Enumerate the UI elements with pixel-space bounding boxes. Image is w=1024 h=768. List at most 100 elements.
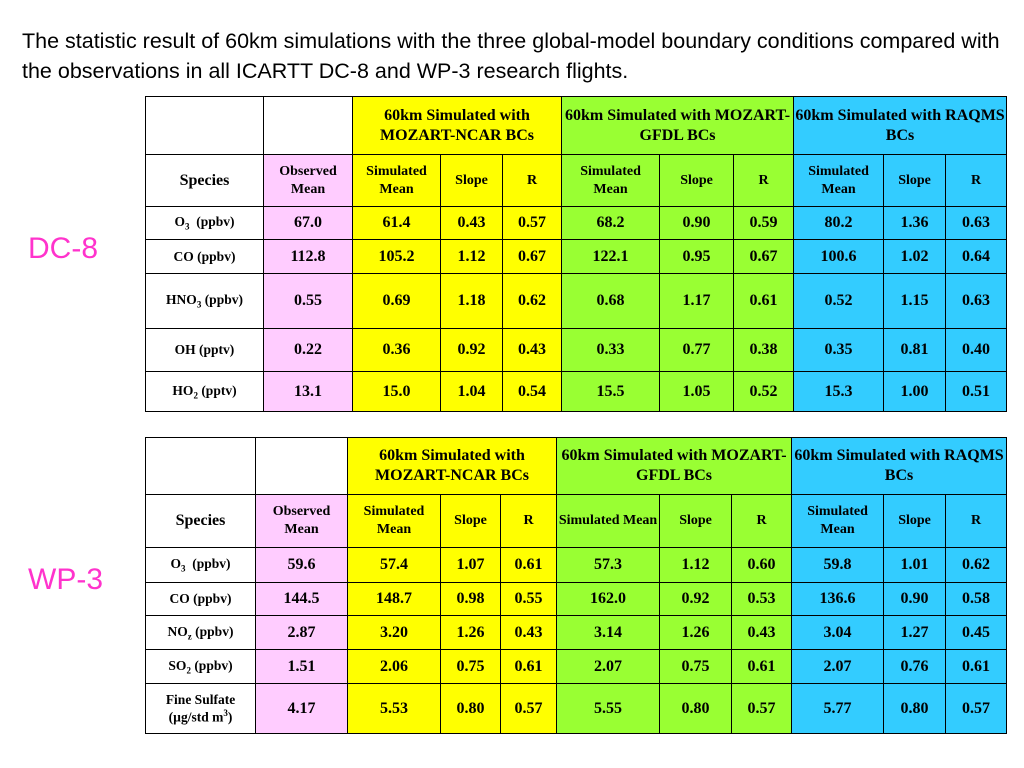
raqms-simulated-mean-cell: 59.8 — [791, 547, 885, 583]
table-row: O3 (ppbv) 59.6 57.4 1.07 0.61 57.3 1.12 0.60 59.… — [145, 547, 1008, 583]
species-subscript: 3 — [181, 563, 186, 574]
group-header-raqms: 60km Simulated with RAQMS BCs — [793, 96, 1008, 155]
ncar-r-cell: 0.57 — [499, 683, 558, 734]
slope-header: Slope — [440, 154, 503, 207]
species-name: Fine Sulfate — [165, 691, 236, 707]
observed-mean-cell: 2.87 — [255, 615, 348, 650]
raqms-simulated-mean-cell: 136.6 — [791, 582, 885, 616]
ncar-r-cell: 0.55 — [499, 582, 558, 616]
raqms-simulated-mean-cell: 100.6 — [793, 239, 885, 274]
species-name: CO (ppbv) — [173, 248, 236, 264]
species-unit: (ppbv) — [185, 556, 231, 572]
blank-header-cell — [255, 437, 348, 495]
species-subscript: 2 — [186, 665, 191, 676]
ncar-simulated-mean-cell: 57.4 — [347, 547, 441, 583]
ncar-r-cell: 0.57 — [501, 206, 563, 240]
observed-mean-header: Observed Mean — [255, 494, 348, 548]
table-row: CO (ppbv) 144.5 148.7 0.98 0.55 162.0 0.92 0.53… — [145, 582, 1008, 616]
ncar-slope-cell: 0.92 — [440, 328, 503, 372]
raqms-r-cell: 0.64 — [945, 239, 1008, 274]
species-subscript: z — [187, 631, 192, 642]
observed-mean-cell: 4.17 — [255, 683, 348, 734]
species-unit: (ppbv) — [190, 657, 233, 673]
observed-mean-cell: 13.1 — [263, 371, 353, 412]
raqms-simulated-mean-cell: 2.07 — [791, 649, 885, 684]
gfdl-simulated-mean-cell: 15.5 — [561, 371, 661, 412]
dc8-label: DC-8 — [28, 232, 99, 265]
group-header-gfdl: 60km Simulated with MOZART-GFDL BCs — [561, 96, 795, 155]
species-subscript: 3 — [185, 221, 190, 232]
ncar-simulated-mean-cell: 15.0 — [352, 371, 441, 412]
gfdl-simulated-mean-cell: 57.3 — [556, 547, 661, 583]
species-cell: SO2 (ppbv) — [145, 649, 256, 684]
r-header: R — [945, 494, 1008, 548]
gfdl-simulated-mean-cell: 162.0 — [556, 582, 661, 616]
r-header: R — [945, 154, 1008, 207]
species-name: CO (ppbv) — [169, 591, 232, 606]
ncar-r-cell: 0.62 — [501, 273, 563, 329]
gfdl-r-cell: 0.53 — [731, 582, 793, 616]
gfdl-slope-cell: 0.80 — [659, 683, 733, 734]
group-header-ncar: 60km Simulated with MOZART-NCAR BCs — [346, 437, 558, 495]
ncar-simulated-mean-cell: 61.4 — [352, 206, 441, 240]
ncar-slope-cell: 0.43 — [440, 206, 503, 240]
raqms-slope-cell: 0.90 — [883, 582, 947, 616]
species-cell: CO (ppbv) — [145, 582, 256, 616]
gfdl-slope-cell: 1.26 — [659, 615, 733, 650]
gfdl-slope-cell: 0.92 — [659, 582, 733, 616]
ncar-r-cell: 0.43 — [501, 328, 563, 372]
gfdl-r-cell: 0.61 — [733, 273, 795, 329]
species-cell: O3 (ppbv) — [145, 547, 256, 583]
observed-mean-cell: 67.0 — [263, 206, 353, 240]
gfdl-r-cell: 0.60 — [731, 547, 793, 583]
gfdl-r-cell: 0.61 — [731, 649, 793, 684]
raqms-r-cell: 0.45 — [945, 615, 1008, 650]
blank-header-cell — [145, 437, 256, 495]
group-header-gfdl: 60km Simulated with MOZART-GFDL BCs — [556, 437, 793, 495]
raqms-r-cell: 0.63 — [945, 206, 1008, 240]
raqms-simulated-mean-cell: 0.52 — [793, 273, 885, 329]
gfdl-simulated-mean-cell: 5.55 — [556, 683, 661, 734]
group-header-raqms: 60km Simulated with RAQMS BCs — [791, 437, 1008, 495]
species-unit: (ppbv) — [189, 214, 235, 230]
raqms-simulated-mean-cell: 5.77 — [791, 683, 885, 734]
raqms-slope-cell: 0.80 — [883, 683, 947, 734]
ncar-slope-cell: 1.04 — [440, 371, 503, 412]
species-header: Species — [145, 154, 264, 207]
species-unit: (µg/std m — [168, 709, 224, 725]
species-name: SO — [168, 657, 187, 673]
ncar-simulated-mean-cell: 2.06 — [347, 649, 441, 684]
ncar-r-cell: 0.61 — [499, 649, 558, 684]
slope-header: Slope — [659, 494, 733, 548]
species-superscript: 3 — [223, 707, 228, 718]
slope-header: Slope — [440, 494, 501, 548]
species-subscript: 2 — [193, 390, 198, 401]
observed-mean-cell: 112.8 — [263, 239, 353, 274]
raqms-r-cell: 0.63 — [945, 273, 1008, 329]
observed-mean-cell: 59.6 — [255, 547, 348, 583]
ncar-slope-cell: 1.07 — [440, 547, 501, 583]
ncar-simulated-mean-cell: 0.69 — [352, 273, 441, 329]
wp3-stats-table: 60km Simulated with MOZART-NCAR BCs 60km… — [145, 437, 1008, 734]
simulated-mean-header: Simulated Mean — [561, 154, 661, 207]
species-unit: (ppbv) — [191, 623, 234, 639]
group-header-ncar: 60km Simulated with MOZART-NCAR BCs — [351, 96, 563, 155]
species-name: HO — [172, 382, 194, 398]
gfdl-simulated-mean-cell: 0.33 — [561, 328, 661, 372]
gfdl-r-cell: 0.57 — [731, 683, 793, 734]
ncar-simulated-mean-cell: 148.7 — [347, 582, 441, 616]
species-cell: NOz (ppbv) — [145, 615, 256, 650]
species-name: OH (pptv) — [174, 342, 235, 357]
raqms-slope-cell: 1.01 — [883, 547, 947, 583]
table-row: HNO3 (ppbv) 0.55 0.69 1.18 0.62 0.68 1.17 0.61 0… — [145, 273, 1008, 329]
blank-header-cell — [145, 96, 264, 155]
ncar-r-cell: 0.67 — [501, 239, 563, 274]
gfdl-slope-cell: 0.75 — [659, 649, 733, 684]
gfdl-r-cell: 0.59 — [733, 206, 795, 240]
species-cell: HNO3 (ppbv) — [145, 273, 264, 329]
ncar-slope-cell: 0.75 — [440, 649, 501, 684]
gfdl-r-cell: 0.43 — [731, 615, 793, 650]
ncar-simulated-mean-cell: 0.36 — [352, 328, 441, 372]
table-row: Fine Sulfate (µg/std m3) 4.17 5.53 0.80 0.57 5… — [145, 683, 1008, 734]
gfdl-slope-cell: 1.05 — [659, 371, 735, 412]
